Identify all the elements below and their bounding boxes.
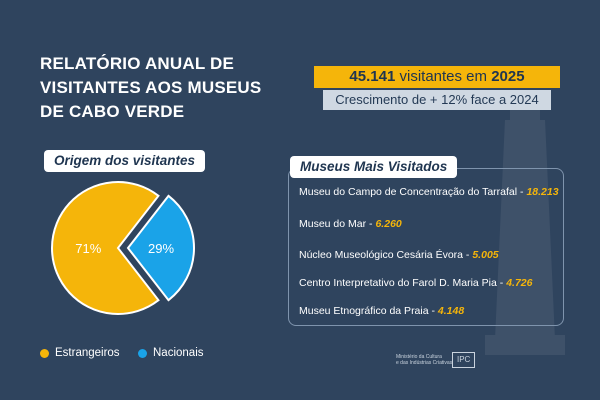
origin-pie-chart: 71% 29% <box>51 181 195 315</box>
origin-section-title: Origem dos visitantes <box>44 150 206 172</box>
legend-swatch-nacionais <box>138 348 147 358</box>
legend-label: Estrangeiros <box>55 347 120 359</box>
total-visitors-text: visitantes em <box>395 68 492 85</box>
total-visitors-banner: 45.141 visitantes em 2025 <box>314 66 560 88</box>
list-item: Núcleo Museológico Cesária Évora - 5.005 <box>299 249 499 261</box>
title-line: RELATÓRIO ANUAL DE <box>40 54 235 73</box>
title-line: DE CABO VERDE <box>40 102 185 121</box>
pie-slice-nacionais <box>126 194 195 302</box>
ministry-line: Ministério da Cultura <box>396 354 442 360</box>
total-visitors-count: 45.141 <box>349 68 396 85</box>
pie-slice-estrangeiros <box>51 181 160 315</box>
museum-name: Núcleo Museológico Cesária Évora <box>299 249 463 261</box>
list-item: Centro Interpretativo do Farol D. Maria … <box>299 277 533 289</box>
museum-name: Museu do Campo de Concentração do Tarraf… <box>299 186 518 198</box>
list-item: Museu Etnográfico da Praia - 4.148 <box>299 305 465 317</box>
ministry-line: e das Indústrias Criativas <box>396 360 453 366</box>
legend-item-nacionais: Nacionais <box>138 347 204 359</box>
lighthouse-watermark-icon <box>485 100 565 355</box>
pie-label-nacionais: 29% <box>148 241 174 256</box>
ipc-logo: IPC <box>452 352 476 368</box>
museums-list: Museu do Campo de Concentração do Tarraf… <box>288 168 564 326</box>
legend-label: Nacionais <box>153 347 204 359</box>
legend-swatch-estrangeiros <box>40 348 49 358</box>
report-title: RELATÓRIO ANUAL DE VISITANTES AOS MUSEUS… <box>40 52 290 124</box>
pie-label-estrangeiros: 71% <box>75 241 101 256</box>
museum-name: Centro Interpretativo do Farol D. Maria … <box>299 277 497 289</box>
museum-name: Museu Etnográfico da Praia <box>299 305 429 317</box>
museum-visitors: 18.213 <box>526 186 559 198</box>
ministry-logo: Ministério da Cultura e das Indústrias C… <box>396 354 452 366</box>
growth-banner: Crescimento de + 12% face a 2024 <box>323 90 551 110</box>
museum-visitors: 4.148 <box>437 305 465 317</box>
museum-name: Museu do Mar <box>299 218 367 230</box>
legend-item-estrangeiros: Estrangeiros <box>40 347 120 359</box>
list-item: Museu do Campo de Concentração do Tarraf… <box>299 186 559 198</box>
museum-visitors: 6.260 <box>375 218 402 230</box>
list-item: Museu do Mar - 6.260 <box>299 218 402 230</box>
title-line: VISITANTES AOS MUSEUS <box>40 78 262 97</box>
museums-section-title: Museus Mais Visitados <box>290 156 458 178</box>
museum-visitors: 5.005 <box>472 249 499 261</box>
museum-visitors: 4.726 <box>506 277 533 289</box>
total-visitors-year: 2025 <box>491 68 525 85</box>
